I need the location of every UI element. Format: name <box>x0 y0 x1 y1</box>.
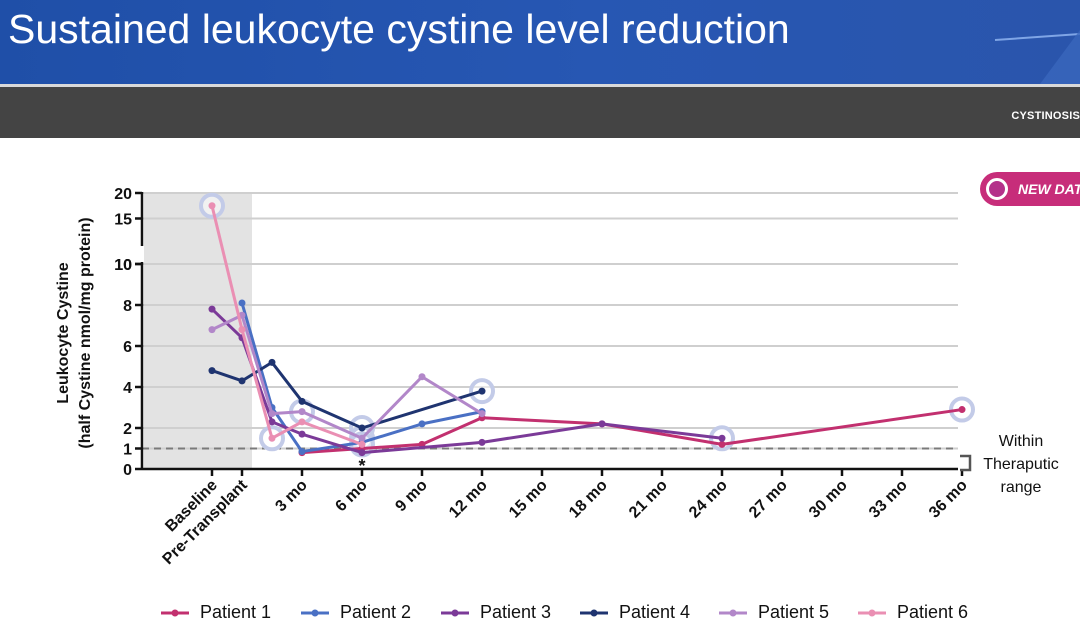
new-data-label: NEW DATA <box>1018 181 1080 197</box>
header-accent-graphic <box>994 30 1080 84</box>
therapeutic-range-annotation: range <box>1001 479 1042 496</box>
data-point-patient-5 <box>358 434 366 442</box>
new-data-ring-icon <box>986 178 1008 200</box>
y-lower-tick-label: 8 <box>123 298 132 315</box>
legend-label: Patient 3 <box>480 602 552 622</box>
legend-label: Patient 6 <box>897 602 969 622</box>
legend-swatch <box>441 609 469 616</box>
data-point-patient-2 <box>418 420 426 428</box>
data-point-patient-1 <box>718 440 726 448</box>
legend-swatch <box>719 609 747 616</box>
data-point-patient-6 <box>208 202 216 210</box>
data-point-patient-2 <box>298 448 306 456</box>
data-point-patient-1 <box>958 406 966 414</box>
x-tick-label: 24 mo <box>686 477 731 522</box>
series-line-patient-4 <box>211 360 483 430</box>
therapeutic-range-bracket <box>960 454 972 472</box>
title-divider <box>0 84 1080 87</box>
legend-label: Patient 4 <box>619 602 691 622</box>
y-upper-tick-label: 10 <box>114 257 132 274</box>
y-upper-tick-label: 15 <box>114 212 132 229</box>
x-tick-label: 27 mo <box>746 477 791 522</box>
y-axis-title-line1: Leukocyte Cystine <box>55 262 72 403</box>
legend-item-patient-6: Patient 6 <box>857 602 968 623</box>
title-bar: Sustained leukocyte cystine level reduct… <box>0 0 1080 84</box>
x-tick-label: 12 mo <box>446 477 491 522</box>
legend-item-patient-5: Patient 5 <box>718 602 829 623</box>
y-axis-title-line2: (half Cystine nmol/mg protein) <box>77 217 94 448</box>
data-point-patient-2 <box>238 299 246 307</box>
legend-swatch <box>580 609 608 616</box>
brand-label: CYSTINOSIS <box>1011 110 1080 122</box>
sub-header-bar: CYSTINOSIS <box>0 87 1080 138</box>
data-point-patient-3 <box>478 438 486 446</box>
data-point-patient-3 <box>718 434 726 442</box>
data-point-patient-4 <box>268 358 276 366</box>
legend-swatch <box>301 609 329 616</box>
data-point-patient-6 <box>358 440 366 448</box>
legend-item-patient-1: Patient 1 <box>160 602 271 623</box>
legend-label: Patient 2 <box>340 602 412 622</box>
legend-item-patient-3: Patient 3 <box>440 602 551 623</box>
x-tick-label: 18 mo <box>566 477 611 522</box>
asterisk-annotation: * <box>358 456 365 476</box>
data-point-patient-4 <box>478 387 486 395</box>
x-tick-label: 36 mo <box>926 477 971 522</box>
y-upper-tick-label: 20 <box>114 186 132 203</box>
data-point-patient-5 <box>268 410 276 418</box>
therapeutic-range-annotation: Theraputic <box>983 456 1059 473</box>
data-point-patient-3 <box>268 418 276 426</box>
data-point-patient-6 <box>268 434 276 442</box>
x-tick-label: 3 mo <box>272 477 311 516</box>
legend-label: Patient 5 <box>758 602 830 622</box>
page-title: Sustained leukocyte cystine level reduct… <box>8 6 790 52</box>
x-tick-label: 33 mo <box>866 477 911 522</box>
data-point-patient-5 <box>208 326 216 334</box>
data-point-patient-3 <box>298 430 306 438</box>
x-tick-label: 9 mo <box>392 477 431 516</box>
data-point-patient-5 <box>298 408 306 416</box>
x-tick-label: 30 mo <box>806 477 851 522</box>
data-point-patient-5 <box>418 373 426 381</box>
data-point-patient-3 <box>358 449 366 457</box>
y-lower-tick-label: 0 <box>123 462 132 479</box>
data-point-patient-4 <box>208 367 216 375</box>
data-point-patient-3 <box>598 420 606 428</box>
series-line-patient-2 <box>240 302 483 454</box>
data-point-patient-4 <box>358 424 366 432</box>
new-data-badge: NEW DATA <box>980 172 1080 206</box>
x-tick-label: 6 mo <box>332 477 371 516</box>
y-lower-tick-label: 10 <box>114 257 132 274</box>
legend-swatch <box>161 609 189 616</box>
x-tick-label: 15 mo <box>506 477 551 522</box>
therapeutic-range-annotation: Within <box>999 433 1043 450</box>
x-tick-label: 21 mo <box>626 477 671 522</box>
legend-label: Patient 1 <box>200 602 272 622</box>
data-point-patient-5 <box>478 410 486 418</box>
legend-swatch <box>858 609 886 616</box>
data-point-patient-3 <box>208 305 216 313</box>
data-point-patient-6 <box>298 418 306 426</box>
chart-legend: Patient 1 Patient 2 Patient 3 Patient 4 Pati… <box>160 602 980 628</box>
data-point-patient-6 <box>238 326 246 334</box>
y-lower-tick-label: 1 <box>123 442 132 459</box>
legend-item-patient-4: Patient 4 <box>579 602 690 623</box>
legend-item-patient-2: Patient 2 <box>300 602 411 623</box>
y-lower-tick-label: 4 <box>123 380 132 397</box>
data-point-patient-4 <box>238 377 246 385</box>
y-lower-tick-label: 6 <box>123 339 132 356</box>
data-point-patient-4 <box>298 397 306 405</box>
y-lower-tick-label: 2 <box>123 421 132 438</box>
